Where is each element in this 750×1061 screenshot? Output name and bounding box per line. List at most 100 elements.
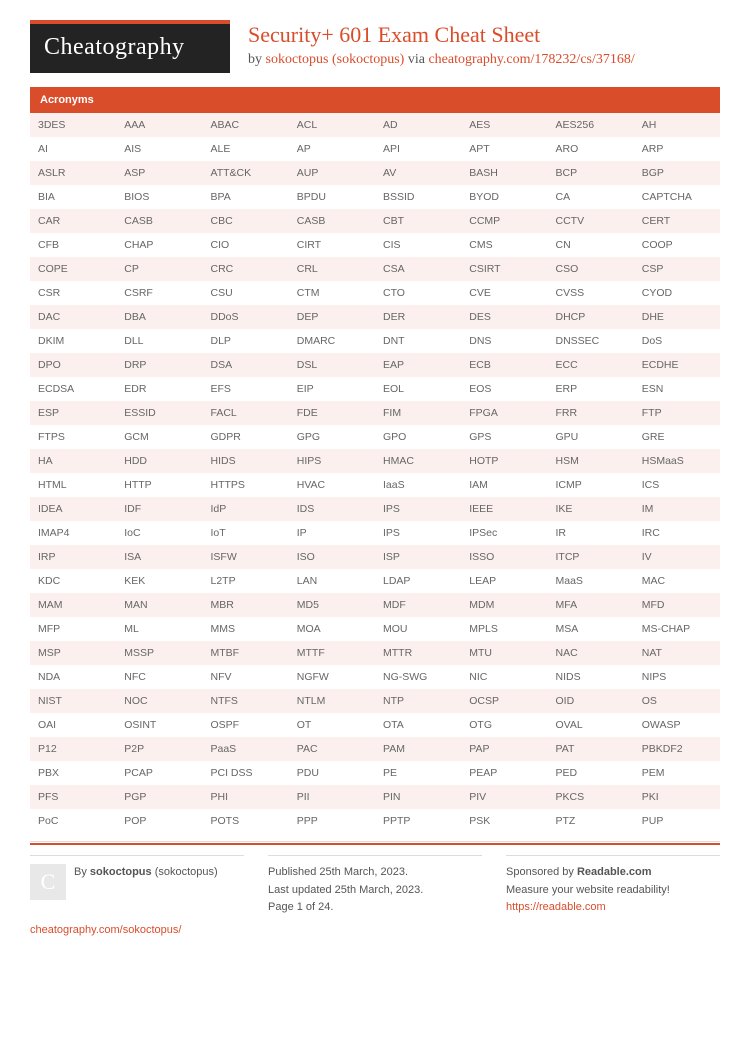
- source-url-link[interactable]: cheatography.com/178232/cs/37168/: [428, 52, 634, 67]
- table-row: PFSPGPPHIPIIPINPIVPKCSPKI: [30, 785, 720, 809]
- table-cell: MTU: [461, 641, 547, 665]
- table-cell: FTPS: [30, 425, 116, 449]
- table-cell: IDEA: [30, 497, 116, 521]
- table-cell: DAC: [30, 305, 116, 329]
- table-row: DKIMDLLDLPDMARCDNTDNSDNSSECDoS: [30, 329, 720, 353]
- table-cell: DBA: [116, 305, 202, 329]
- page-title: Security+ 601 Exam Cheat Sheet: [248, 22, 720, 48]
- table-cell: AES256: [548, 113, 634, 137]
- table-row: ASLRASPATT&CKAUPAVBASHBCPBGP: [30, 161, 720, 185]
- table-cell: HIDS: [203, 449, 289, 473]
- table-cell: KEK: [116, 569, 202, 593]
- author-link[interactable]: sokoctopus (sokoctopus): [266, 52, 405, 67]
- table-cell: CTM: [289, 281, 375, 305]
- table-cell: PBKDF2: [634, 737, 720, 761]
- table-cell: BYOD: [461, 185, 547, 209]
- table-cell: ATT&CK: [203, 161, 289, 185]
- table-row: COPECPCRCCRLCSACSIRTCSOCSP: [30, 257, 720, 281]
- table-cell: HSMaaS: [634, 449, 720, 473]
- table-cell: MAC: [634, 569, 720, 593]
- table-row: CSRCSRFCSUCTMCTOCVECVSSCYOD: [30, 281, 720, 305]
- table-row: IRPISAISFWISOISPISSOITCPIV: [30, 545, 720, 569]
- table-cell: PEAP: [461, 761, 547, 785]
- table-cell: FTP: [634, 401, 720, 425]
- table-cell: MFP: [30, 617, 116, 641]
- table-cell: PCI DSS: [203, 761, 289, 785]
- table-cell: NGFW: [289, 665, 375, 689]
- table-cell: DKIM: [30, 329, 116, 353]
- table-cell: BPDU: [289, 185, 375, 209]
- table-cell: HSM: [548, 449, 634, 473]
- table-cell: ICS: [634, 473, 720, 497]
- table-cell: ISP: [375, 545, 461, 569]
- table-cell: DoS: [634, 329, 720, 353]
- table-cell: CIO: [203, 233, 289, 257]
- table-cell: MAM: [30, 593, 116, 617]
- table-cell: NTLM: [289, 689, 375, 713]
- table-cell: CHAP: [116, 233, 202, 257]
- table-cell: AP: [289, 137, 375, 161]
- table-cell: ECC: [548, 353, 634, 377]
- table-cell: IoT: [203, 521, 289, 545]
- table-cell: CSRF: [116, 281, 202, 305]
- table-cell: CSO: [548, 257, 634, 281]
- table-cell: OT: [289, 713, 375, 737]
- table-row: DPODRPDSADSLEAPECBECCECDHE: [30, 353, 720, 377]
- table-cell: DSA: [203, 353, 289, 377]
- table-cell: AUP: [289, 161, 375, 185]
- table-cell: COPE: [30, 257, 116, 281]
- table-cell: ITCP: [548, 545, 634, 569]
- table-cell: CCMP: [461, 209, 547, 233]
- table-cell: ECDSA: [30, 377, 116, 401]
- table-cell: MTBF: [203, 641, 289, 665]
- footer-col-rule: [506, 855, 720, 856]
- table-cell: CVSS: [548, 281, 634, 305]
- footer-col-rule: [30, 855, 244, 856]
- sponsor-tagline: Measure your website readability!: [506, 882, 720, 900]
- table-cell: CBT: [375, 209, 461, 233]
- table-cell: CSA: [375, 257, 461, 281]
- table-row: HAHDDHIDSHIPSHMACHOTPHSMHSMaaS: [30, 449, 720, 473]
- table-row: DACDBADDoSDEPDERDESDHCPDHE: [30, 305, 720, 329]
- table-cell: ABAC: [203, 113, 289, 137]
- acronym-table: 3DESAAAABACACLADAESAES256AHAIAISALEAPAPI…: [30, 113, 720, 833]
- table-row: PoCPOPPOTSPPPPPTPPSKPTZPUP: [30, 809, 720, 833]
- table-cell: DSL: [289, 353, 375, 377]
- sponsor-link[interactable]: https://readable.com: [506, 899, 720, 917]
- table-cell: PFS: [30, 785, 116, 809]
- table-cell: IPSec: [461, 521, 547, 545]
- table-cell: CSU: [203, 281, 289, 305]
- title-block: Security+ 601 Exam Cheat Sheet by sokoct…: [248, 20, 720, 68]
- table-cell: DNS: [461, 329, 547, 353]
- table-cell: HMAC: [375, 449, 461, 473]
- table-cell: IPS: [375, 497, 461, 521]
- table-cell: EOS: [461, 377, 547, 401]
- table-cell: FACL: [203, 401, 289, 425]
- table-cell: PTZ: [548, 809, 634, 833]
- table-cell: POP: [116, 809, 202, 833]
- table-cell: HA: [30, 449, 116, 473]
- table-cell: CASB: [116, 209, 202, 233]
- table-cell: IdP: [203, 497, 289, 521]
- table-cell: DMARC: [289, 329, 375, 353]
- table-cell: ACL: [289, 113, 375, 137]
- table-cell: LEAP: [461, 569, 547, 593]
- table-cell: MTTF: [289, 641, 375, 665]
- table-cell: FDE: [289, 401, 375, 425]
- table-cell: NIST: [30, 689, 116, 713]
- footer-separator: [30, 841, 720, 842]
- table-cell: ML: [116, 617, 202, 641]
- table-cell: GCM: [116, 425, 202, 449]
- table-cell: MSSP: [116, 641, 202, 665]
- subtitle: by sokoctopus (sokoctopus) via cheatogra…: [248, 52, 720, 68]
- table-cell: CVE: [461, 281, 547, 305]
- footer-profile-link[interactable]: cheatography.com/sokoctopus/: [30, 900, 244, 940]
- table-cell: ISO: [289, 545, 375, 569]
- table-cell: HTML: [30, 473, 116, 497]
- table-row: KDCKEKL2TPLANLDAPLEAPMaaSMAC: [30, 569, 720, 593]
- table-cell: 3DES: [30, 113, 116, 137]
- table-cell: NAC: [548, 641, 634, 665]
- table-cell: GDPR: [203, 425, 289, 449]
- table-cell: NIPS: [634, 665, 720, 689]
- footer-col-rule: [268, 855, 482, 856]
